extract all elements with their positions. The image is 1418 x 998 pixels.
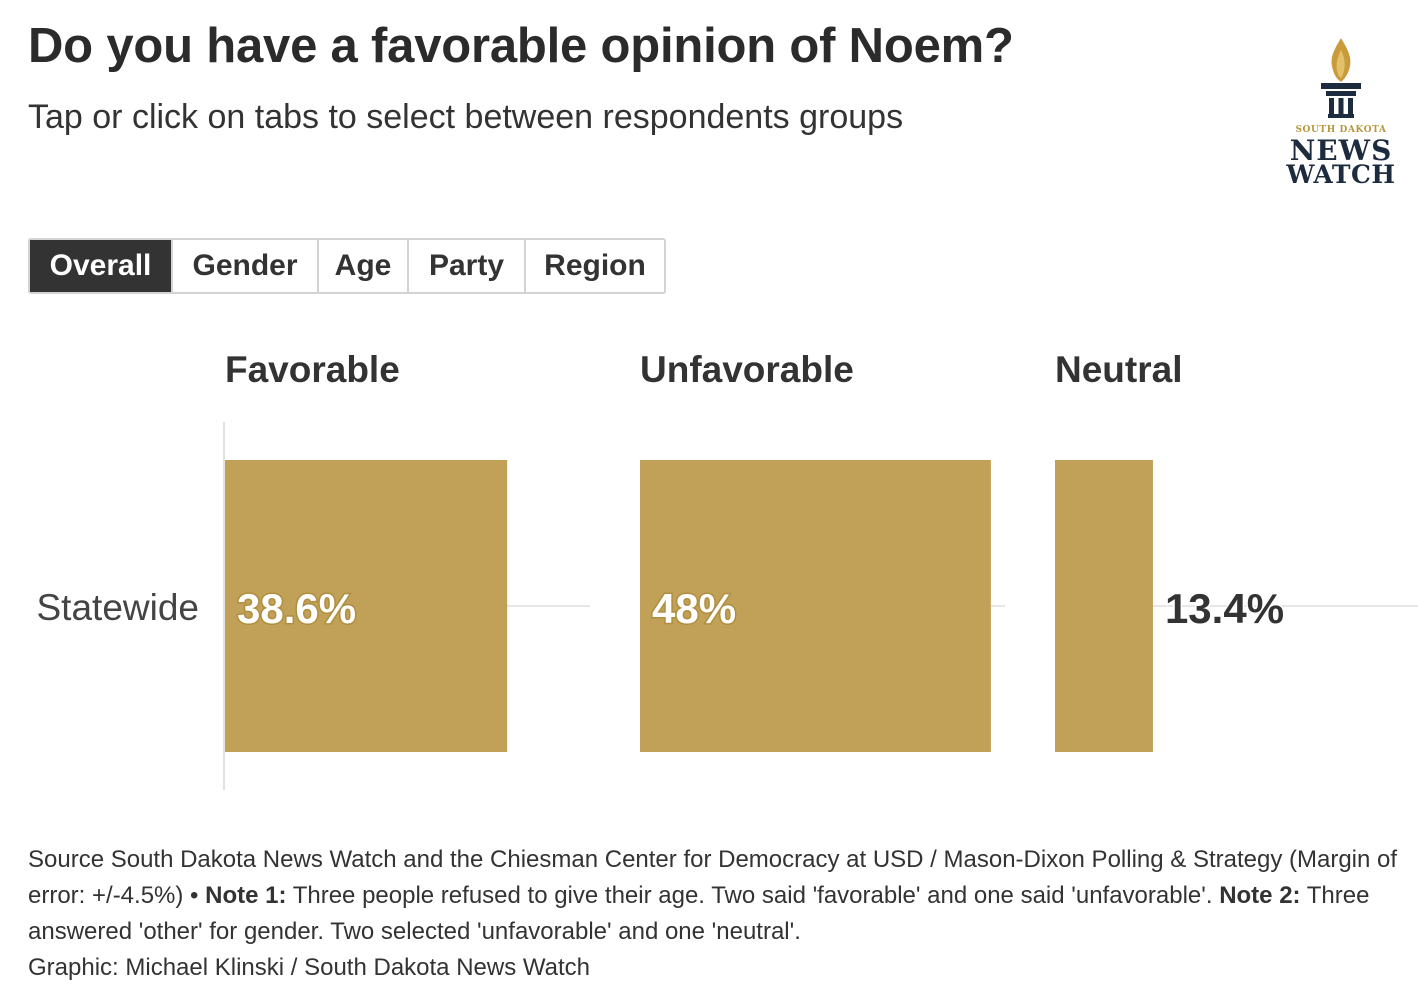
panel-header-unfavorable: Unfavorable [640,349,854,390]
bar-unfavorable [640,460,991,752]
credit-text: Graphic: Michael Klinski / South Dakota … [28,954,590,981]
logo-watch-text: WATCH [1286,160,1396,189]
note-1-text: Three people refused to give their age. … [286,882,1220,909]
news-watch-logo: SOUTH DAKOTA NEWS WATCH [1278,36,1404,196]
tab-party[interactable]: Party [409,240,526,292]
bar-neutral [1055,460,1153,752]
source-text: Source South Dakota News Watch and the C… [28,846,1398,909]
logo-state-text: SOUTH DAKOTA [1295,125,1387,135]
note-1-label: Note 1: [205,882,287,909]
chart-subtitle: Tap or click on tabs to select between r… [28,98,904,136]
value-label-unfavorable: 48% [652,585,736,632]
torch-icon [1321,38,1361,118]
category-label: Statewide [37,587,200,628]
tab-age[interactable]: Age [319,240,409,292]
logo-news-text: NEWS [1289,134,1393,167]
chart-title: Do you have a favorable opinion of Noem? [28,19,1014,73]
panel-header-favorable: Favorable [225,349,400,390]
value-label-neutral: 13.4% [1165,585,1284,632]
panel-header-neutral: Neutral [1055,349,1182,390]
tab-region[interactable]: Region [526,240,664,292]
tab-overall[interactable]: Overall [30,240,173,292]
chart-notes: Source South Dakota News Watch and the C… [28,842,1398,986]
note-2-label: Note 2: [1219,882,1301,909]
value-label-favorable: 38.6% [237,585,356,632]
bar-favorable [225,460,508,752]
tab-gender[interactable]: Gender [173,240,319,292]
respondent-group-tabs: Overall Gender Age Party Region [28,238,666,294]
note-2-text: Three answered 'other' for gender. Two s… [28,882,1370,945]
